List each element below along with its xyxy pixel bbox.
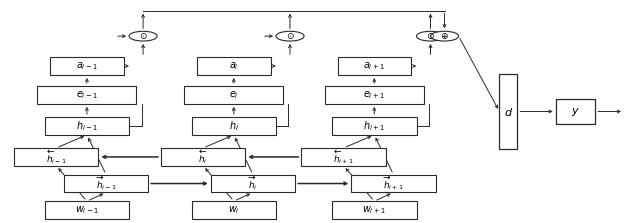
Bar	[191, 117, 276, 135]
Bar	[50, 57, 124, 75]
Text: $h_i$: $h_i$	[228, 119, 239, 133]
Circle shape	[276, 31, 304, 41]
Bar	[64, 175, 148, 192]
Text: $e_{i+1}$: $e_{i+1}$	[364, 89, 385, 101]
Bar	[14, 148, 99, 165]
Text: $\overrightarrow{h}_{i+1}$: $\overrightarrow{h}_{i+1}$	[383, 175, 404, 192]
Text: $h_{i-1}$: $h_{i-1}$	[76, 119, 98, 133]
Bar	[332, 201, 417, 219]
Text: $\overleftarrow{h}_{i+1}$: $\overleftarrow{h}_{i+1}$	[333, 148, 354, 166]
Bar	[332, 117, 417, 135]
Text: $a_{i-1}$: $a_{i-1}$	[76, 60, 98, 72]
Text: $w_{i+1}$: $w_{i+1}$	[362, 204, 386, 216]
Text: $\odot$: $\odot$	[285, 31, 294, 41]
Text: $\overrightarrow{h}_{i-1}$: $\overrightarrow{h}_{i-1}$	[95, 175, 116, 192]
Text: $\odot$: $\odot$	[139, 31, 147, 41]
Text: $\overrightarrow{h}_i$: $\overrightarrow{h}_i$	[248, 175, 258, 192]
Bar	[197, 57, 271, 75]
Text: $a_{i+1}$: $a_{i+1}$	[364, 60, 385, 72]
Bar	[301, 148, 386, 165]
Text: $w_{i-1}$: $w_{i-1}$	[75, 204, 99, 216]
Text: $w_i$: $w_i$	[228, 204, 240, 216]
Circle shape	[129, 31, 157, 41]
Bar	[556, 99, 595, 124]
Bar	[37, 86, 136, 104]
Bar	[184, 86, 284, 104]
Bar	[351, 175, 436, 192]
Text: $\odot$: $\odot$	[426, 31, 435, 41]
Text: $e_{i-1}$: $e_{i-1}$	[76, 89, 98, 101]
Text: $\oplus$: $\oplus$	[440, 31, 449, 41]
Circle shape	[431, 31, 459, 41]
Circle shape	[417, 31, 445, 41]
Bar	[324, 86, 424, 104]
Bar	[191, 201, 276, 219]
Text: $h_{i+1}$: $h_{i+1}$	[364, 119, 385, 133]
Bar	[499, 74, 517, 149]
Bar	[45, 117, 129, 135]
Bar	[161, 148, 245, 165]
Text: $y$: $y$	[571, 105, 580, 118]
Text: $\overleftarrow{h}_i$: $\overleftarrow{h}_i$	[198, 148, 208, 166]
Bar	[45, 201, 129, 219]
Text: $a_i$: $a_i$	[229, 60, 239, 72]
Text: $e_i$: $e_i$	[229, 89, 239, 101]
Bar	[211, 175, 295, 192]
Bar	[337, 57, 411, 75]
Text: $\overleftarrow{h}_{i-1}$: $\overleftarrow{h}_{i-1}$	[46, 148, 67, 166]
Text: $d$: $d$	[504, 105, 513, 118]
